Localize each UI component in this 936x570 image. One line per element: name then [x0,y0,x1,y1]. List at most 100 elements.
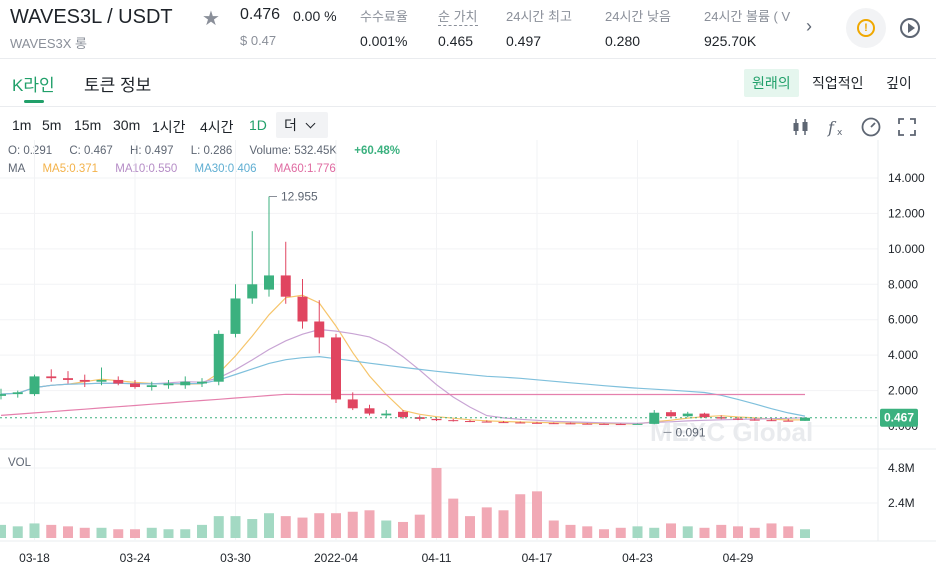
price-tick-label: 6.000 [888,313,918,327]
volume-bar [398,521,408,538]
candle-type-icon[interactable] [790,116,812,138]
candle-body [96,379,107,382]
view-original-button[interactable]: 원래의 [744,69,799,97]
last-price-label: 0.467 [884,411,914,425]
candle-body [29,376,40,395]
interval-1d[interactable]: 1D [249,117,267,133]
stat-value-low: 0.280 [605,33,641,49]
volume-bar [113,529,124,538]
x-tick-label: 04-11 [422,551,452,565]
interval-5m[interactable]: 5m [42,117,62,133]
interval-4h[interactable]: 4시간 [200,119,234,135]
volume-bar [498,510,509,538]
ohlc-close: C: 0.467 [69,145,113,157]
interval-1h[interactable]: 1시간 [152,119,186,135]
volume-bar [649,527,660,538]
chevron-right-icon[interactable]: › [806,16,812,36]
interval-15m[interactable]: 15m [74,117,102,133]
stat-label-low: 24시간 낮음 [605,9,671,24]
volume-bar [146,527,157,538]
volume-bar [347,511,358,538]
last-price: 0.476 [240,6,281,23]
volume-bar [582,526,593,538]
play-icon[interactable] [900,18,920,38]
tab-kline[interactable]: K라인 [12,76,55,95]
ohlc-open: O: 0.291 [8,145,53,157]
volume-bar [615,527,626,538]
volume-bar [280,516,291,538]
candle-body [0,394,6,396]
candle-body [297,296,308,322]
volume-bar [96,527,107,538]
candlestick-chart[interactable]: 14.000 12.000 10.000 8.000 6.000 4.000 2.000 0.… [0,140,936,570]
candle-body [766,420,777,422]
candle-body [63,378,73,380]
volume-bar [331,513,341,538]
view-depth-button[interactable]: 깊이 [886,75,912,91]
view-pro-button[interactable]: 직업적인 [812,75,864,91]
volume-bar [666,523,676,538]
ma10-legend: MA10:0.550 [115,163,178,175]
header-divider [0,58,936,59]
x-tick-label: 04-29 [723,551,754,565]
price-tick-label: 2.000 [888,384,918,398]
candle-body [431,418,442,421]
favorite-star-icon[interactable]: ★ [202,8,220,30]
ohlc-legend: O: 0.291 C: 0.467 H: 0.497 L: 0.286 Volu… [8,145,414,157]
volume-bar [29,523,40,538]
candle-body [213,333,224,382]
volume-bar [264,513,274,538]
usd-price: $ 0.47 [240,33,277,48]
ma5-line [0,294,806,425]
candle-body [582,423,593,425]
volume-bar [548,520,559,538]
function-icon[interactable]: f x [826,116,848,138]
candle-body [599,423,609,425]
price-tick-label: 12.000 [888,206,925,220]
candle-body [632,423,643,425]
candle-body [230,298,241,334]
candle-body [146,385,157,388]
ma60-line [0,393,805,416]
gauge-icon[interactable] [860,116,882,138]
vol-tick-label: 4.8M [888,461,915,475]
stat-label-fee: 수수료율 [360,9,408,24]
x-tick-label: 03-18 [19,551,50,565]
candle-body [615,424,626,426]
candle-body [749,419,760,421]
volume-bar [599,529,609,538]
candle-body [649,412,660,424]
stat-label-high: 24시간 최고 [506,9,572,24]
tab-token-info[interactable]: 토큰 정보 [84,76,152,95]
candle-body [46,376,57,379]
alert-button[interactable]: ! [846,8,886,48]
price-tick-label: 4.000 [888,348,918,362]
candle-body [180,381,191,386]
interval-30m[interactable]: 30m [113,117,141,133]
stat-value-nav: 0.465 [438,33,474,49]
candle-body [783,420,794,422]
price-tick-label: 8.000 [888,277,918,291]
price-change: 0.00 % [293,8,337,24]
high-annotation: 12.955 [281,190,318,204]
ma10-line [0,328,806,425]
interval-1m[interactable]: 1m [12,117,32,133]
ma30-legend: MA30:0.406 [194,163,257,175]
ohlc-high: H: 0.497 [130,145,174,157]
more-intervals-dropdown[interactable]: 더 [276,112,328,138]
volume-bar [800,529,810,538]
volume-bar [699,527,710,538]
candle-body [12,392,23,395]
volume-bar [414,514,425,538]
more-label: 더 [284,117,297,133]
stat-label-nav[interactable]: 순 가치 [438,6,478,26]
candle-body [498,422,509,424]
svg-text:x: x [837,128,843,138]
candle-body [532,422,542,424]
candle-body [280,275,291,297]
ohlc-volume: Volume: 532.45K [249,145,338,157]
candle-body [264,275,274,290]
tabs-divider [0,106,936,107]
x-tick-label: 04-17 [522,551,553,565]
fullscreen-icon[interactable] [896,116,918,138]
